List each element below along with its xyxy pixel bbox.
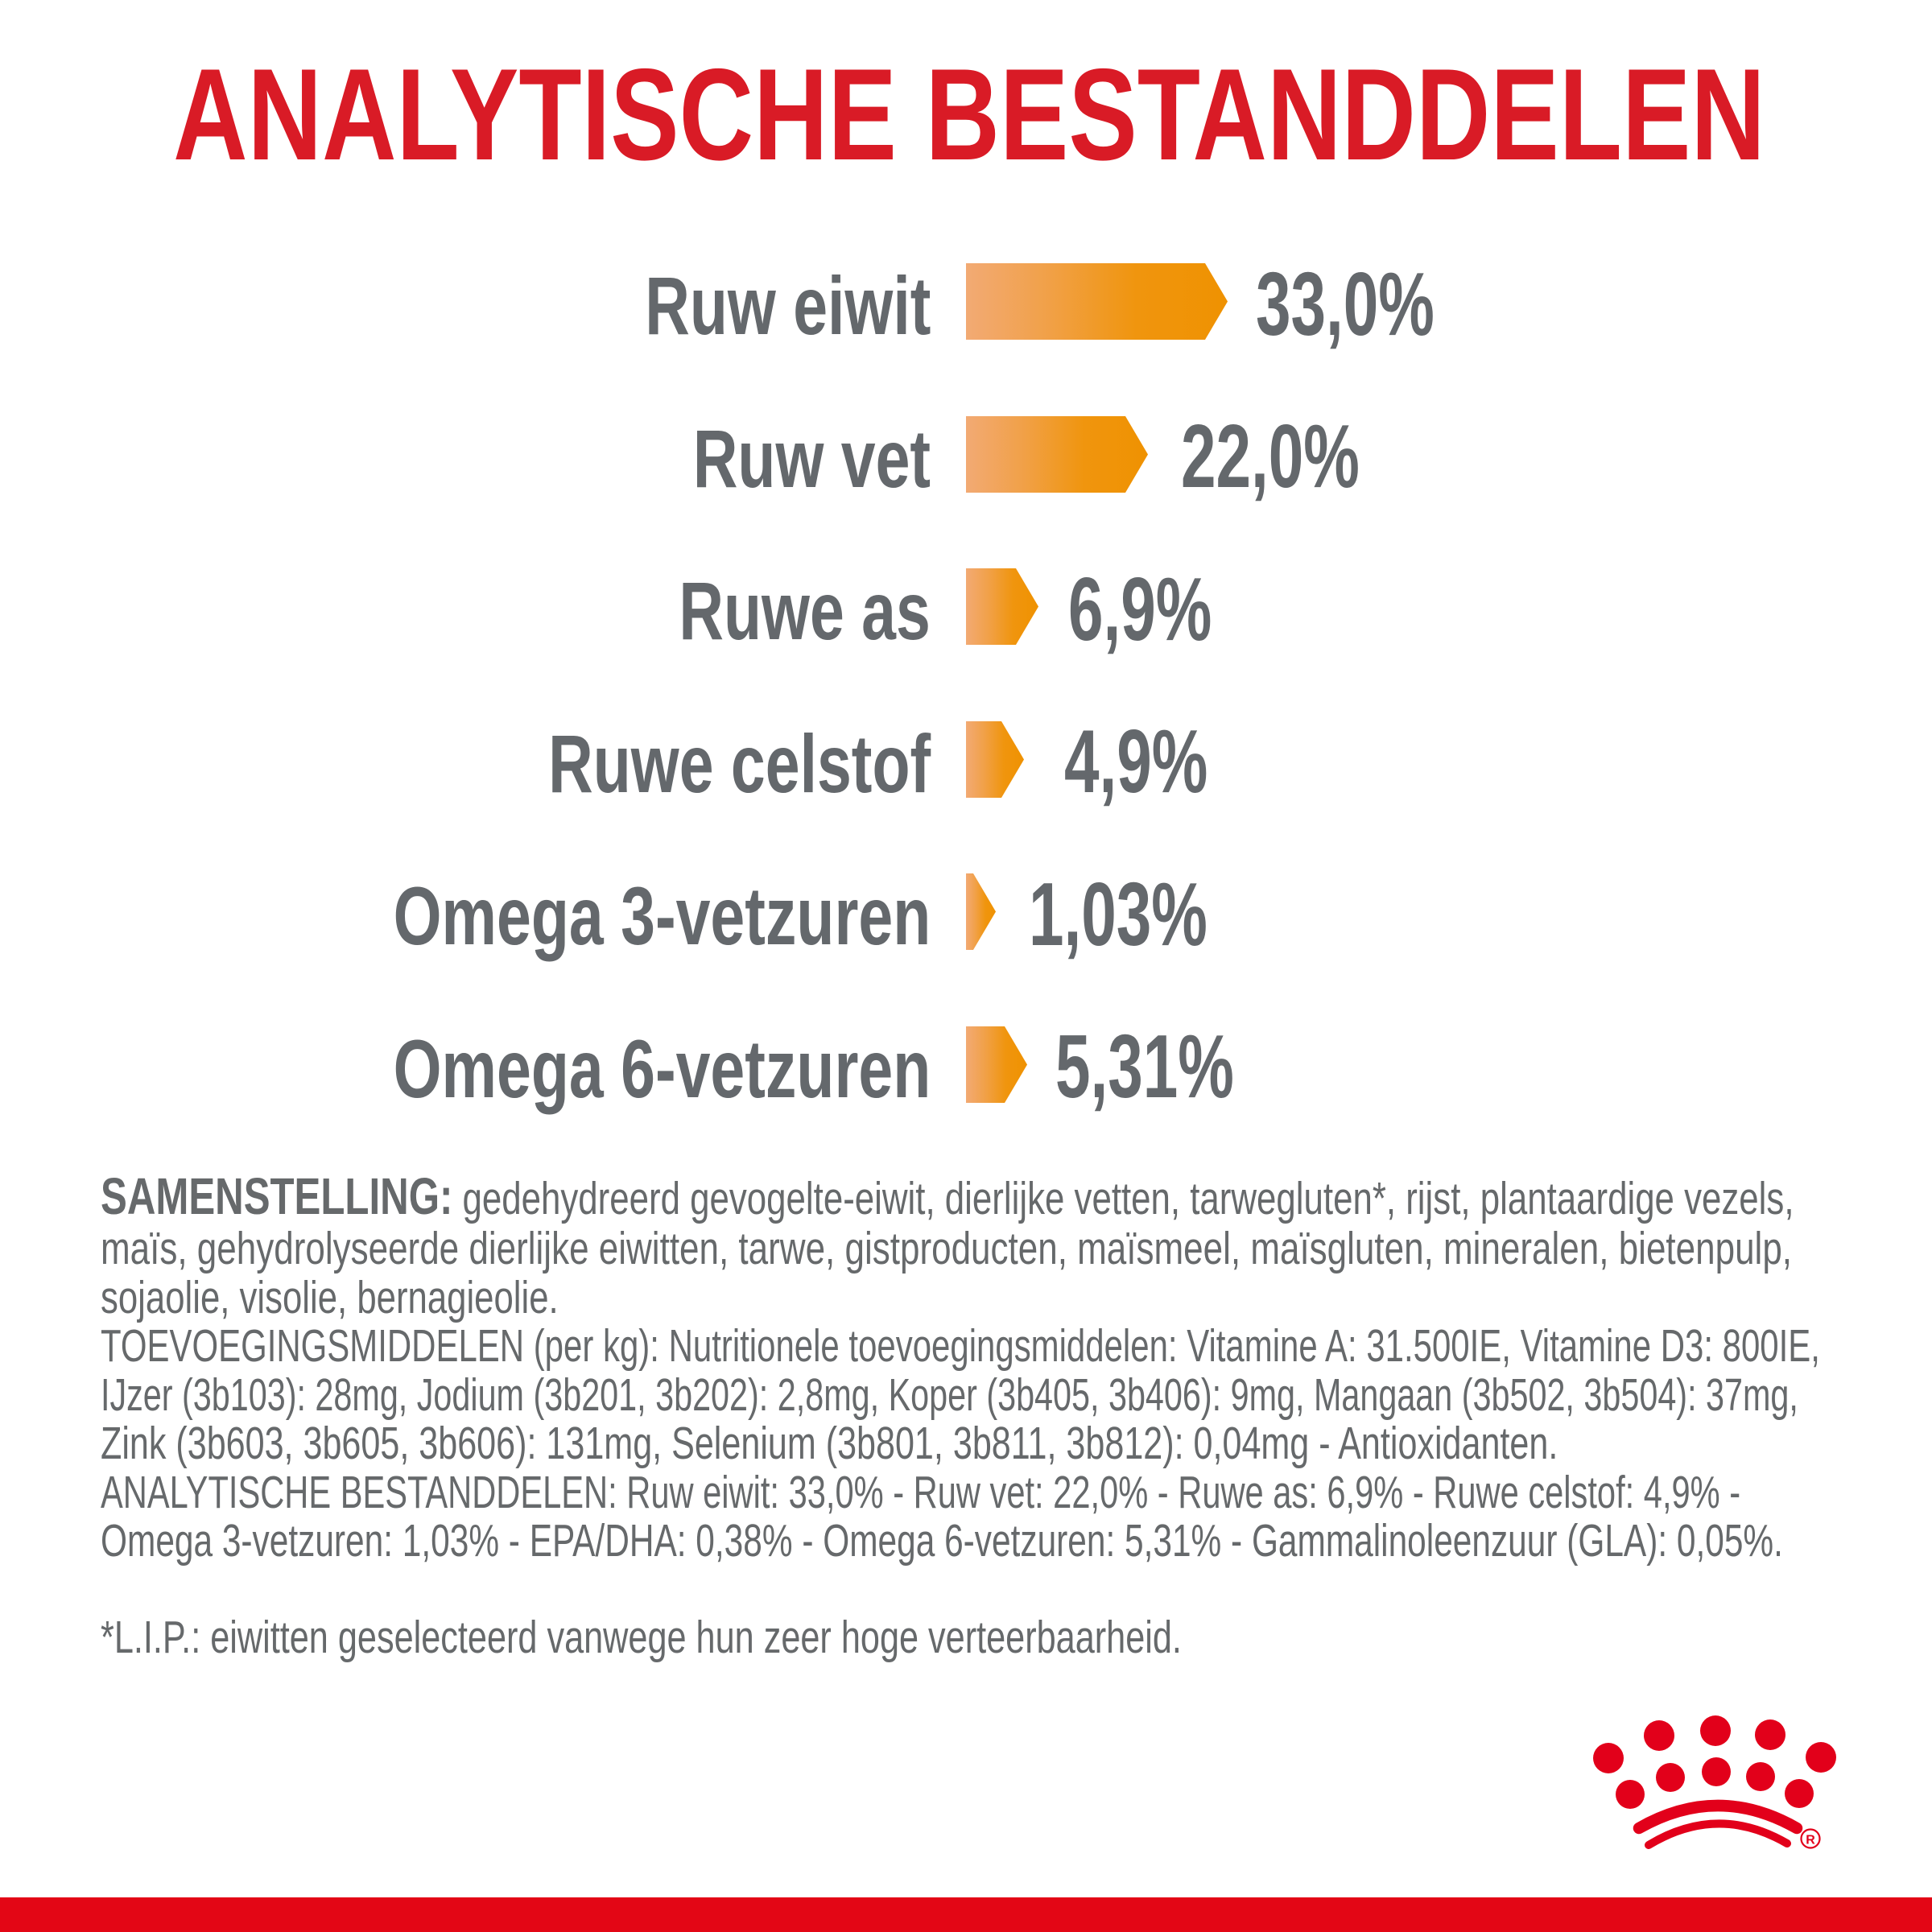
svg-text:R: R [1806, 1834, 1815, 1847]
